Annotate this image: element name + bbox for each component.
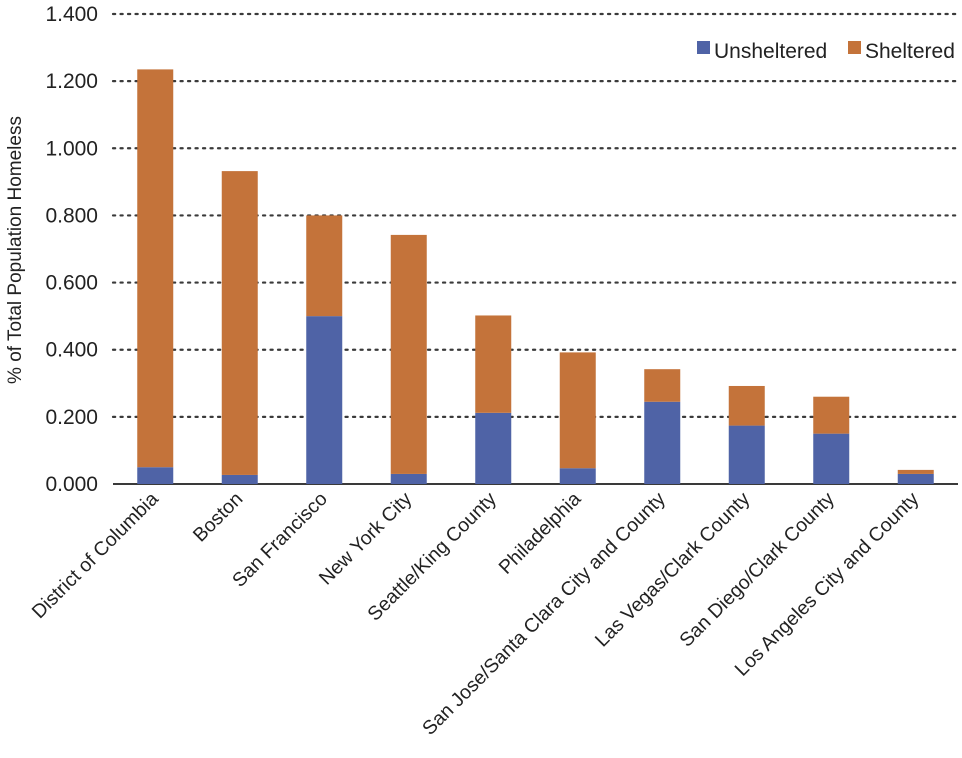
y-tick-label: 1.400 [45,3,98,26]
bar-sheltered [221,171,258,475]
y-tick-label: 1.200 [45,70,98,93]
bar-sheltered [306,215,343,317]
y-tick-label: 0.000 [45,473,98,496]
legend-swatch-unsheltered [697,41,710,54]
x-tick-label: San Diego/Clark County [675,488,839,652]
bar-sheltered [559,352,596,469]
x-tick-label: Los Angeles City and County [731,488,924,681]
y-tick-label: 0.400 [45,339,98,362]
bars [137,69,934,484]
bar-unsheltered [644,401,681,484]
legend-label-sheltered: Sheltered [865,40,955,63]
bar-sheltered [728,385,765,426]
x-tick-label: Boston [189,488,247,546]
bar-sheltered [475,315,512,413]
bar-sheltered [644,369,681,402]
legend: Unsheltered Sheltered [697,40,955,63]
x-tick-label: District of Columbia [28,488,163,623]
bar-unsheltered [390,473,427,484]
bar-sheltered [137,69,174,468]
x-tick-label: Las Vegas/Clark County [591,488,755,652]
bar-unsheltered [559,468,596,484]
y-tick-label: 1.000 [45,137,98,160]
bar-unsheltered [897,473,934,484]
bar-unsheltered [137,467,174,484]
y-tick-label: 0.600 [45,272,98,295]
bar-unsheltered [728,425,765,484]
y-axis-title: % of Total Population Homeless [5,116,26,384]
bar-unsheltered [306,316,343,484]
bar-unsheltered [221,474,258,484]
bar-unsheltered [475,412,512,484]
y-axis-ticks: 0.000 0.200 0.400 0.600 0.800 1.000 1.200 1.400 [45,3,98,496]
legend-swatch-sheltered [848,41,861,54]
bar-unsheltered [813,433,850,484]
bar-sheltered [813,396,850,434]
x-tick-label: Philadelphia [495,488,586,579]
legend-label-unsheltered: Unsheltered [714,40,827,63]
y-tick-label: 0.800 [45,204,98,227]
y-tick-label: 0.200 [45,406,98,429]
bar-sheltered [390,234,427,474]
bar-sheltered [897,469,934,474]
